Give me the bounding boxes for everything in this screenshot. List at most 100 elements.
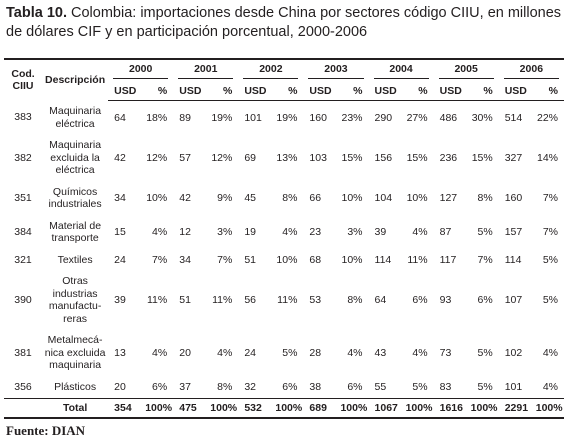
pct-cell: 4%: [152, 346, 168, 359]
total-usd: 2291: [498, 397, 535, 418]
usd-cell: 20: [114, 380, 126, 393]
data-row: 356 Plásticos 20 6% 37 8% 32 6% 38 6% 55 5% 83 5% 101 4…: [4, 376, 564, 398]
header-pct: %: [144, 81, 174, 101]
description-cell: Plásticos: [54, 380, 97, 393]
header-year-cell: 2001: [173, 59, 238, 82]
usd-cell: 13: [114, 346, 126, 359]
pct-cell: 19%: [276, 111, 298, 124]
code-cell: 351: [14, 191, 32, 204]
usd-cell: 102: [504, 346, 523, 359]
usd-cell: 87: [439, 225, 452, 238]
pct-cell: 30%: [471, 111, 493, 124]
total-pct: 100%: [209, 397, 239, 418]
usd-cell: 53: [309, 293, 322, 306]
title-text: Colombia: importaciones desde China por …: [6, 5, 562, 40]
total-usd: 532: [238, 397, 275, 418]
pct-cell: 15%: [406, 151, 428, 164]
code-cell: 390: [14, 293, 32, 306]
pct-cell: 5%: [542, 293, 558, 306]
pct-cell: 7%: [152, 253, 168, 266]
usd-cell: 236: [439, 151, 458, 164]
usd-cell: 89: [179, 111, 191, 124]
usd-cell: 15: [114, 225, 126, 238]
description-cell: Maquinaria eléctrica: [49, 105, 102, 130]
total-label: Total: [42, 397, 109, 418]
header-usd: USD: [368, 81, 405, 101]
pct-cell: 5%: [477, 225, 493, 238]
pct-cell: 11%: [277, 293, 298, 306]
usd-cell: 42: [114, 151, 126, 164]
header-year: 2005: [438, 63, 494, 79]
data-row: 384 Material de transporte 15 4% 12 3% 19 4% 23 3…: [4, 215, 564, 249]
usd-cell: 114: [374, 253, 392, 266]
usd-cell: 107: [504, 293, 523, 306]
data-row: 390 Otras industrias manufactu- reras 39 11…: [4, 271, 564, 330]
total-usd: 475: [173, 397, 210, 418]
pct-cell: 8%: [347, 293, 363, 306]
data-row: 383 Maquinaria eléctrica 64 18% 89 19% 101 19% 1…: [4, 101, 564, 135]
pct-cell: 8%: [282, 191, 298, 204]
pct-cell: 15%: [341, 151, 363, 164]
total-usd: 354: [108, 397, 145, 418]
usd-cell: 486: [439, 111, 458, 124]
pct-cell: 3%: [217, 225, 233, 238]
header-pct: %: [274, 81, 304, 101]
pct-cell: 6%: [477, 293, 493, 306]
header-year: 2006: [503, 63, 559, 79]
usd-cell: 83: [439, 380, 452, 393]
header-year: 2004: [373, 63, 429, 79]
pct-cell: 9%: [217, 191, 233, 204]
header-usd: USD: [498, 81, 535, 101]
code-cell: 382: [14, 151, 32, 164]
data-row: 381 Metalmecá- nica excluida maquinaria 13…: [4, 330, 564, 377]
pct-cell: 22%: [536, 111, 558, 124]
pct-cell: 11%: [407, 253, 428, 266]
usd-cell: 45: [244, 191, 257, 204]
usd-cell: 101: [244, 111, 262, 124]
pct-cell: 10%: [276, 253, 298, 266]
usd-cell: 39: [114, 293, 126, 306]
pct-cell: 5%: [477, 380, 493, 393]
title: Tabla 10. Colombia: importaciones desde …: [6, 4, 564, 42]
total-pct: 100%: [469, 397, 499, 418]
total-spacer: [4, 397, 43, 418]
usd-cell: 24: [114, 253, 126, 266]
usd-cell: 34: [114, 191, 126, 204]
pct-cell: 4%: [542, 380, 558, 393]
total-row: Total 354 100% 475 100% 532 100% 689 100% 1067 100…: [4, 397, 564, 418]
header-year-cell: 2003: [303, 59, 368, 82]
pct-cell: 4%: [282, 225, 298, 238]
description-cell: Textiles: [57, 253, 93, 266]
usd-cell: 103: [309, 151, 327, 164]
usd-cell: 51: [179, 293, 191, 306]
pct-cell: 4%: [347, 346, 363, 359]
header-pct: %: [339, 81, 369, 101]
usd-cell: 157: [504, 225, 523, 238]
usd-cell: 101: [504, 380, 523, 393]
pct-cell: 6%: [282, 380, 298, 393]
usd-cell: 64: [374, 293, 387, 306]
code-cell: 383: [14, 111, 32, 124]
header-year: 2003: [308, 63, 364, 79]
code-cell: 321: [14, 253, 32, 266]
pct-cell: 13%: [276, 151, 298, 164]
header-year-cell: 2005: [434, 59, 499, 82]
total-pct: 100%: [274, 397, 304, 418]
pct-cell: 8%: [217, 380, 233, 393]
pct-cell: 10%: [146, 191, 168, 204]
header-year: 2001: [178, 63, 234, 79]
header-year-cell: 2000: [108, 59, 173, 82]
usd-cell: 43: [374, 346, 387, 359]
header-year: 2000: [113, 63, 169, 79]
data-table: Cod. CIIU Descripción 2000 2001 2002 2003 2004…: [4, 58, 564, 419]
total-pct: 100%: [534, 397, 564, 418]
usd-cell: 42: [179, 191, 191, 204]
total-usd: 1067: [368, 397, 405, 418]
usd-cell: 20: [179, 346, 191, 359]
usd-cell: 514: [504, 111, 523, 124]
usd-cell: 38: [309, 380, 322, 393]
data-row: 321 Textiles 24 7% 34 7% 51 10% 68 10% 114 11% 117 7%…: [4, 249, 564, 271]
usd-cell: 32: [244, 380, 257, 393]
pct-cell: 4%: [542, 346, 558, 359]
usd-cell: 19: [244, 225, 257, 238]
